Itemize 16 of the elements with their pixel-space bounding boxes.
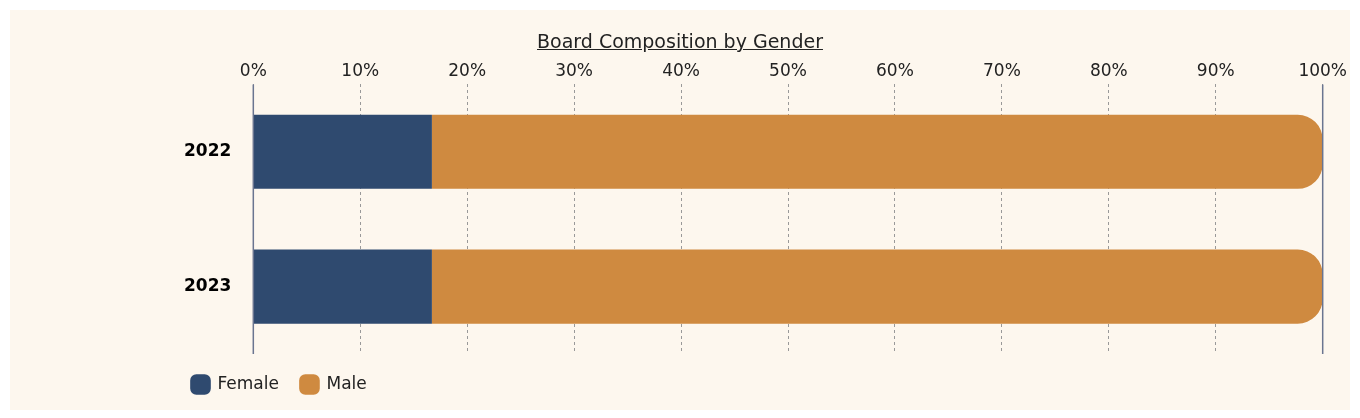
legend-label: Male	[326, 372, 367, 393]
x-tick-label: 60%	[876, 59, 914, 80]
x-tick-label: 50%	[769, 59, 807, 80]
y-tick-label: 2022	[183, 140, 232, 161]
y-tick-label: 2023	[183, 275, 232, 296]
x-tick-label: 10%	[341, 59, 380, 80]
x-tick-label: 0%	[239, 59, 267, 80]
legend-label: Female	[217, 372, 279, 393]
x-tick-label: 70%	[982, 59, 1021, 80]
x-tick-label: 90%	[1196, 59, 1235, 80]
x-tick-label: 20%	[448, 59, 487, 80]
chart-title: Board Composition by Gender	[536, 30, 824, 52]
x-tick-label: 100%	[1298, 59, 1347, 80]
x-tick-label: 30%	[555, 59, 594, 80]
x-tick-label: 40%	[662, 59, 700, 80]
x-tick-label: 80%	[1089, 59, 1128, 80]
